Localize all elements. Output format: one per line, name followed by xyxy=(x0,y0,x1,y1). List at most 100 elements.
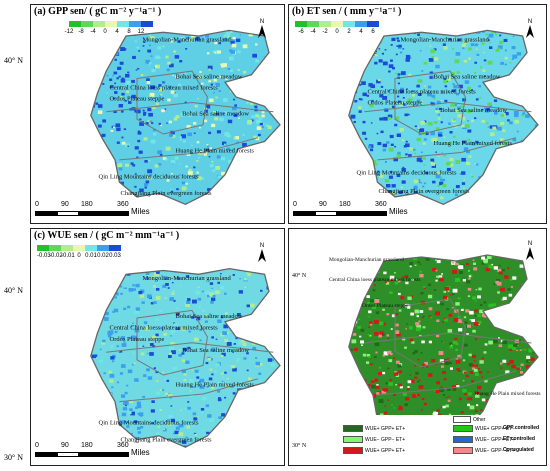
study-region xyxy=(90,30,280,205)
colorbar-swatch xyxy=(105,21,117,27)
ecoregion-label: Changjiang Plain evergreen forests xyxy=(121,190,213,197)
colorbar-tick: -2 xyxy=(322,29,328,35)
colorbar-swatch xyxy=(319,21,331,27)
colorbar-swatch xyxy=(355,21,367,27)
panel-a-colorbar xyxy=(69,21,153,27)
colorbar-tick: -12 xyxy=(64,29,74,35)
panel-c-title: (c) WUE sen / ( gC m⁻² mm⁻¹a⁻¹ ) xyxy=(34,230,180,241)
region-boundary xyxy=(348,254,539,444)
scale-bar: 0 90 180 360 Miles xyxy=(35,201,150,216)
ecoregion-label: Qin Ling Mountains deciduous forests xyxy=(99,173,199,180)
panel-b-colorbar xyxy=(295,21,379,27)
ecoregion-label: Ordos Plateau steppe xyxy=(362,303,409,309)
panel-c-ticks: -0.03 -0.02 -0.01 0 0.01 0.02 0.03 xyxy=(37,253,121,259)
panel-c-colorbar xyxy=(37,245,121,251)
panel-b-ticks: -6 -4 -2 0 2 4 6 xyxy=(295,29,379,35)
ecoregion-label: Huang He Plain mixed forests xyxy=(434,140,513,147)
ecoregion-boundary xyxy=(377,370,517,396)
colorbar-swatch xyxy=(93,21,105,27)
scale-bar: 0 90 180 360 Miles xyxy=(293,201,408,216)
ecoregion-boundary xyxy=(136,309,208,376)
legend-category: Co-regulated xyxy=(503,447,534,453)
colorbar-swatch xyxy=(37,245,49,251)
panel-wue: (c) WUE sen / ( gC m⁻² mm⁻¹a⁻¹ ) -0.03 -0… xyxy=(30,228,285,466)
colorbar-tick: 0 xyxy=(103,29,107,35)
ecoregion-label: Bohai Sea saline meadow xyxy=(434,74,501,81)
colorbar-tick: 4 xyxy=(115,29,119,35)
ecoregion-boundary xyxy=(377,137,517,161)
ecoregion-label: Mongolian-Manchurian grassland xyxy=(143,275,232,282)
ecoregion-label: Mongolian-Manchurian grassland xyxy=(401,37,490,44)
colorbar-swatch xyxy=(295,21,307,27)
ecoregion-label: Central China loess plateau mixed forest… xyxy=(110,85,219,92)
colorbar-tick: -8 xyxy=(78,29,84,35)
colorbar-tick: -4 xyxy=(90,29,96,35)
panel-a-map: Mongolian-Manchurian grassland Central Ch… xyxy=(90,29,281,206)
legend-category: GPP controlled xyxy=(503,425,540,431)
legend-swatch xyxy=(343,447,363,454)
ecoregion-label: Huang He Plain mixed forests xyxy=(176,148,255,155)
ecoregion-label: Central China loess plateau mixed forest… xyxy=(329,276,421,283)
colorbar-tick: 12 xyxy=(137,29,145,35)
ecoregion-boundary xyxy=(106,342,274,353)
legend-item: WUE− GPP− ET+ xyxy=(343,436,405,443)
panel-b-title: (b) ET sen / ( mm y⁻¹a⁻¹ ) xyxy=(292,6,402,17)
panel-a-ticks: -12 -8 -4 0 4 8 12 xyxy=(63,29,147,35)
colorbar-tick: -0.02 xyxy=(49,253,63,259)
colorbar-swatch xyxy=(97,245,109,251)
north-arrow: N xyxy=(525,19,535,41)
colorbar-swatch xyxy=(109,245,121,251)
colorbar-swatch xyxy=(129,21,141,27)
colorbar-swatch xyxy=(69,21,81,27)
colorbar-tick: 0 xyxy=(77,253,81,259)
ecoregion-boundary xyxy=(394,70,466,135)
ecoregion-label: Changjiang Plain evergreen forests xyxy=(379,188,471,195)
ecoregion-label: Bohai Sea saline meadow xyxy=(440,107,507,114)
ecoregion-boundary xyxy=(106,101,274,113)
ecoregion-label: Ordos Plateau steppe xyxy=(110,336,165,343)
north-arrow: N xyxy=(257,19,267,41)
ecoregion-label: Changjiang Plain evergreen forests xyxy=(121,437,213,444)
ecoregion-boundary xyxy=(119,378,259,403)
colorbar-swatch xyxy=(61,245,73,251)
ecoregion-label: Qin Ling Mountains deciduous forests xyxy=(357,170,457,177)
panel-dominant-factor: Mongolian-Manchurian grassland Central Ch… xyxy=(288,228,547,466)
north-arrow: N xyxy=(257,243,267,265)
legend-category: ET controlled xyxy=(503,436,535,442)
ecoregion-label: Mongolian-Manchurian grassland xyxy=(143,37,232,44)
latitude-label: 30° N xyxy=(292,443,307,449)
ecoregion-label: Central China loess plateau mixed forest… xyxy=(110,324,219,331)
ecoregion-label: Central China loess plateau mixed forest… xyxy=(368,88,477,95)
colorbar-tick: 4 xyxy=(359,29,363,35)
colorbar-tick: 2 xyxy=(347,29,351,35)
colorbar-swatch xyxy=(49,245,61,251)
ecoregion-boundary xyxy=(394,298,466,368)
region-boundary xyxy=(90,267,281,448)
colorbar-tick: 0 xyxy=(335,29,339,35)
colorbar-swatch xyxy=(141,21,153,27)
colorbar-tick: -6 xyxy=(298,29,304,35)
latitude-label: 40° N xyxy=(4,286,23,295)
ecoregion-label: Bohai Sea saline meadow xyxy=(182,111,249,118)
colorbar-swatch xyxy=(81,21,93,27)
colorbar-swatch xyxy=(367,21,379,27)
study-region xyxy=(348,255,538,443)
ecoregion-label: Qin Ling Mountains deciduous forests xyxy=(99,419,199,426)
panel-a-title: (a) GPP sen/ ( gC m⁻² y⁻¹a⁻¹ ) xyxy=(34,6,162,17)
panel-et: (b) ET sen / ( mm y⁻¹a⁻¹ ) -6 -4 -2 0 2 4 6 Mo… xyxy=(288,4,547,224)
colorbar-tick: 0.02 xyxy=(97,253,109,259)
legend-swatch xyxy=(343,425,363,432)
ecoregion-boundary xyxy=(119,137,259,161)
colorbar-tick: -0.03 xyxy=(37,253,51,259)
colorbar-swatch xyxy=(85,245,97,251)
colorbar-tick: -4 xyxy=(310,29,316,35)
ecoregion-boundary xyxy=(364,101,532,113)
legend-item: WUE+ GPP+ ET+ xyxy=(343,425,405,432)
legend-swatch xyxy=(343,436,363,443)
colorbar-tick: 0.03 xyxy=(109,253,121,259)
colorbar-tick: 6 xyxy=(371,29,375,35)
panel-gpp: (a) GPP sen/ ( gC m⁻² y⁻¹a⁻¹ ) -12 -8 -4 0 4… xyxy=(30,4,285,224)
ecoregion-label: Huang He Plain mixed forests xyxy=(474,390,540,397)
colorbar-swatch xyxy=(343,21,355,27)
legend-item: WUE− GPP− ET+ xyxy=(453,447,515,454)
